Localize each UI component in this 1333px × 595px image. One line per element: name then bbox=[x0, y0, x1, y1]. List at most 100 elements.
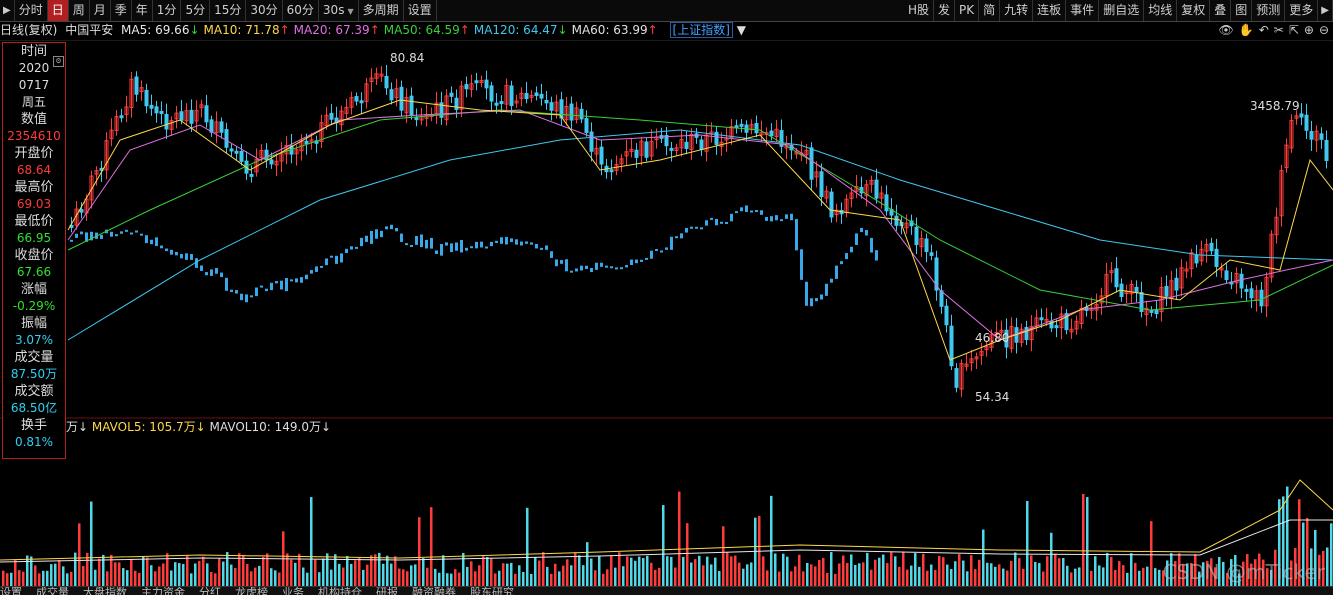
index-candle bbox=[795, 219, 798, 251]
tool-button-3[interactable]: 简 bbox=[979, 0, 1001, 21]
multi-period-button[interactable]: 多周期 bbox=[359, 0, 404, 21]
volume-bar bbox=[158, 566, 161, 586]
index-candle bbox=[595, 262, 598, 270]
tool-button-2[interactable]: PK bbox=[955, 0, 980, 21]
volume-bar bbox=[602, 573, 605, 586]
bottom-tab-3[interactable]: 主力资金 bbox=[141, 586, 185, 595]
period-button-0[interactable]: 分时 bbox=[15, 0, 48, 21]
tool-button-7[interactable]: 删自选 bbox=[1099, 0, 1145, 21]
period-label: 日线(复权) bbox=[0, 23, 58, 37]
menu-toggle-icon[interactable]: ▶ bbox=[0, 0, 15, 21]
bottom-tab-6[interactable]: 业务 bbox=[282, 586, 304, 595]
tool-button-4[interactable]: 九转 bbox=[1000, 0, 1034, 21]
candle-body bbox=[1319, 133, 1324, 140]
volume-bar bbox=[990, 563, 993, 586]
bottom-tab-7[interactable]: 机构持仓 bbox=[318, 586, 362, 595]
period-button-4[interactable]: 季 bbox=[111, 0, 132, 21]
tool-button-11[interactable]: 图 bbox=[1231, 0, 1253, 21]
index-candle bbox=[390, 224, 393, 230]
volume-bar bbox=[1298, 499, 1301, 586]
tool-button-6[interactable]: 事件 bbox=[1066, 0, 1100, 21]
volume-bar bbox=[306, 572, 309, 586]
bottom-tab-4[interactable]: 分红 bbox=[199, 586, 221, 595]
hand-icon[interactable]: ✋ bbox=[1238, 23, 1254, 37]
period-button-8[interactable]: 15分 bbox=[210, 0, 247, 21]
tool-button-10[interactable]: 叠 bbox=[1210, 0, 1232, 21]
gear-icon[interactable]: ⚙ bbox=[53, 56, 64, 67]
bottom-tab-10[interactable]: 股东研究 bbox=[470, 586, 514, 595]
tool-button-5[interactable]: 连板 bbox=[1033, 0, 1067, 21]
volume-bar bbox=[842, 555, 845, 586]
kline-chart[interactable]: 80.84 3458.79 46.80 54.34 bbox=[0, 40, 1333, 586]
candle-body bbox=[644, 141, 649, 158]
index-overlay-link[interactable]: [上证指数] bbox=[669, 22, 733, 38]
tool-button-9[interactable]: 复权 bbox=[1177, 0, 1211, 21]
dropdown-icon[interactable]: ▼ bbox=[736, 23, 746, 37]
volume-bar bbox=[774, 553, 777, 586]
undo-icon[interactable]: ↶ bbox=[1258, 23, 1269, 37]
period-button-5[interactable]: 年 bbox=[132, 0, 153, 21]
volume-bar bbox=[1194, 554, 1197, 586]
volume-bar bbox=[838, 563, 841, 586]
period-button-3[interactable]: 月 bbox=[90, 0, 111, 21]
bottom-tab-0[interactable]: 设置 bbox=[0, 586, 22, 595]
bottom-tab-1[interactable]: 成交量 bbox=[36, 586, 69, 595]
period-select[interactable]: 30s bbox=[319, 0, 359, 21]
volume-bar bbox=[1146, 566, 1149, 586]
candle-body bbox=[939, 290, 944, 307]
share-icon[interactable]: ⇱ bbox=[1288, 23, 1299, 37]
index-candle bbox=[745, 205, 748, 212]
candle-body bbox=[534, 92, 539, 97]
mavol10-label: MAVOL10: 149.0万↓ bbox=[209, 420, 332, 434]
candle-body bbox=[164, 113, 169, 130]
tool-button-13[interactable]: 更多 bbox=[1285, 0, 1319, 21]
candle-body bbox=[174, 112, 179, 120]
volume-bar bbox=[394, 556, 397, 586]
index-candle bbox=[150, 239, 153, 245]
volume-bar bbox=[902, 552, 905, 586]
volume-bar bbox=[566, 559, 569, 586]
stock-name[interactable]: 中国平安 bbox=[65, 23, 114, 37]
indicator-bar: 日线(复权) 中国平安 MA5: 69.66↓ MA10: 71.78↑ MA20:… bbox=[0, 22, 1333, 39]
volume-bar bbox=[606, 569, 609, 586]
scissors-icon[interactable]: ✂ bbox=[1273, 23, 1284, 37]
crossbox-value-2-0: 68.64 bbox=[16, 163, 52, 177]
period-button-10[interactable]: 60分 bbox=[283, 0, 319, 21]
eye-icon[interactable]: 👁 bbox=[1218, 23, 1234, 37]
bottom-tab-9[interactable]: 融资融券 bbox=[412, 586, 456, 595]
volume-bar bbox=[542, 552, 545, 586]
candle-body bbox=[439, 102, 444, 118]
crossbox-value-3-0: 69.03 bbox=[16, 197, 52, 211]
candle-body bbox=[774, 128, 779, 138]
volume-bar bbox=[254, 567, 257, 586]
tool-button-8[interactable]: 均线 bbox=[1144, 0, 1178, 21]
settings-button[interactable]: 设置 bbox=[404, 0, 437, 21]
index-candle bbox=[170, 249, 173, 255]
bottom-tab-2[interactable]: 大盘指数 bbox=[83, 586, 127, 595]
period-button-7[interactable]: 5分 bbox=[181, 0, 211, 21]
volume-bar bbox=[830, 552, 833, 586]
zoom-out-icon[interactable]: ⊖ bbox=[1318, 23, 1329, 37]
candle-body bbox=[819, 171, 824, 198]
expand-icon[interactable]: ▶ bbox=[1318, 0, 1333, 21]
tool-button-12[interactable]: 预测 bbox=[1252, 0, 1286, 21]
index-candle bbox=[815, 298, 818, 302]
volume-bar bbox=[62, 566, 65, 586]
index-candle bbox=[715, 218, 718, 226]
candle-body bbox=[179, 111, 184, 121]
candle-body bbox=[904, 222, 909, 229]
bottom-tab-8[interactable]: 研报 bbox=[376, 586, 398, 595]
period-button-6[interactable]: 1分 bbox=[153, 0, 182, 21]
zoom-in-icon[interactable]: ⊕ bbox=[1303, 23, 1314, 37]
period-button-9[interactable]: 30分 bbox=[246, 0, 283, 21]
period-button-2[interactable]: 周 bbox=[69, 0, 90, 21]
tool-button-1[interactable]: 发 bbox=[934, 0, 956, 21]
index-candle bbox=[740, 207, 743, 212]
index-candle bbox=[435, 250, 438, 254]
tool-button-0[interactable]: H股 bbox=[904, 0, 934, 21]
crosshair-info-panel: ⚙ 时间 2020 0717 周五 数值 2354610 开盘价 68.64 最高价 69.03 最… bbox=[2, 42, 66, 459]
volume-bar bbox=[706, 556, 709, 586]
bottom-tab-5[interactable]: 龙虎榜 bbox=[235, 586, 268, 595]
period-button-1[interactable]: 日 bbox=[47, 0, 69, 21]
volume-bar bbox=[1034, 561, 1037, 586]
